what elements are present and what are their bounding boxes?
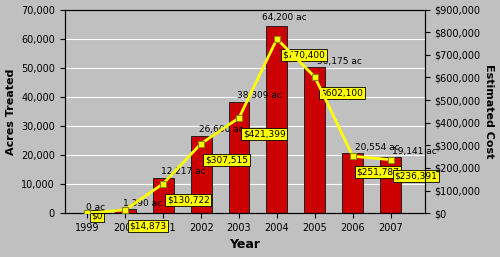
Text: 19,141 ac: 19,141 ac (392, 147, 437, 156)
Y-axis label: Acres Treated: Acres Treated (6, 68, 16, 154)
Text: 20,554 ac: 20,554 ac (354, 143, 399, 152)
Text: $770,400: $770,400 (282, 51, 326, 60)
Text: $14,873: $14,873 (129, 222, 166, 231)
Text: $251,787: $251,787 (356, 168, 400, 177)
Bar (380, 158, 401, 213)
Bar (304, 67, 325, 213)
Bar (228, 102, 250, 213)
Bar (266, 26, 287, 213)
Bar (115, 209, 136, 213)
Bar (342, 153, 363, 213)
Text: $130,722: $130,722 (167, 195, 210, 204)
Text: $236,391: $236,391 (394, 171, 438, 180)
Text: 50,175 ac: 50,175 ac (316, 57, 362, 66)
Text: $307,515: $307,515 (205, 155, 248, 164)
Y-axis label: Estimated Cost: Estimated Cost (484, 64, 494, 159)
Bar (190, 136, 212, 213)
Text: $0: $0 (91, 212, 102, 221)
Text: $421,399: $421,399 (243, 130, 286, 139)
Text: 12,217 ac: 12,217 ac (162, 167, 206, 176)
X-axis label: Year: Year (229, 238, 260, 251)
Text: 64,200 ac: 64,200 ac (262, 13, 306, 22)
Text: 1,390 ac: 1,390 ac (124, 199, 162, 208)
Bar (153, 178, 174, 213)
Text: 0 ac: 0 ac (86, 203, 104, 212)
Text: $602,100: $602,100 (320, 89, 364, 98)
Text: 26,600 ac: 26,600 ac (199, 125, 244, 134)
Text: 38,309 ac: 38,309 ac (237, 91, 282, 100)
